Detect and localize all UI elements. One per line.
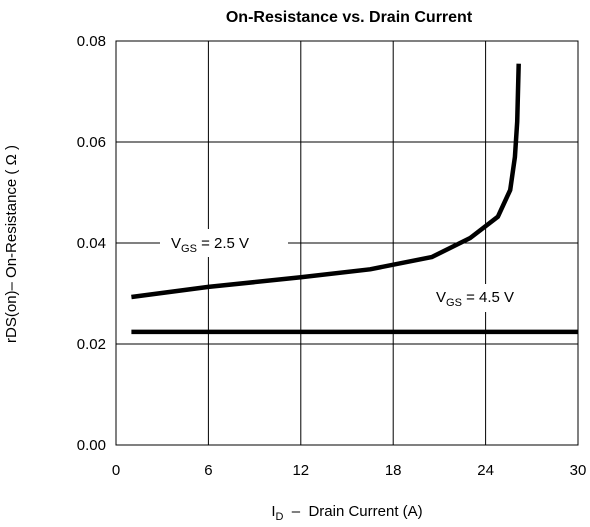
series-label-vgs-4-5v-sub: GS <box>446 297 462 309</box>
x-tick-label: 24 <box>477 462 494 479</box>
series-label-vgs-2-5v-sub: GS <box>181 243 197 255</box>
y-tick-label: 0.08 <box>77 33 106 50</box>
series-label-vgs-2-5v: VGS = 2.5 V <box>171 235 249 255</box>
series-label-bg-4-5v <box>428 284 556 312</box>
series-label-vgs-4-5v-main: V <box>436 289 446 306</box>
y-tick-label: 0.04 <box>77 235 106 252</box>
x-axis-label: ID – Drain Current (A) <box>271 503 422 523</box>
y-tick-labels: 0.00 0.02 0.04 0.06 0.08 <box>77 33 106 454</box>
x-tick-label: 18 <box>385 462 402 479</box>
chart-title: On-Resistance vs. Drain Current <box>226 9 473 26</box>
x-axis-label-rest: – Drain Current (A) <box>283 503 422 520</box>
series-label-vgs-4-5v: VGS = 4.5 V <box>436 289 514 309</box>
y-tick-label: 0.02 <box>77 336 106 353</box>
series-lines <box>131 63 578 335</box>
x-axis-label-main: I <box>271 503 275 520</box>
series-label-vgs-2-5v-main: V <box>171 235 181 252</box>
x-tick-label: 0 <box>112 462 120 479</box>
series-label-vgs-4-5v-rest: = 4.5 V <box>462 289 514 306</box>
plot-frame <box>115 40 579 446</box>
y-tick-label: 0.00 <box>77 437 106 454</box>
x-tick-labels: 0 6 12 18 24 30 <box>112 462 587 479</box>
x-tick-label: 12 <box>292 462 309 479</box>
y-tick-label: 0.06 <box>77 134 106 151</box>
series-label-vgs-2-5v-rest: = 2.5 V <box>197 235 249 252</box>
x-tick-label: 6 <box>204 462 212 479</box>
x-tick-label: 30 <box>570 462 587 479</box>
y-axis-label: rDS(on)– On-Resistance ( Ω ) <box>3 145 20 343</box>
series-line-vgs-2-5v <box>131 63 521 300</box>
x-axis-label-sub: D <box>276 511 284 523</box>
series-label-bg-2-5v <box>160 229 288 257</box>
